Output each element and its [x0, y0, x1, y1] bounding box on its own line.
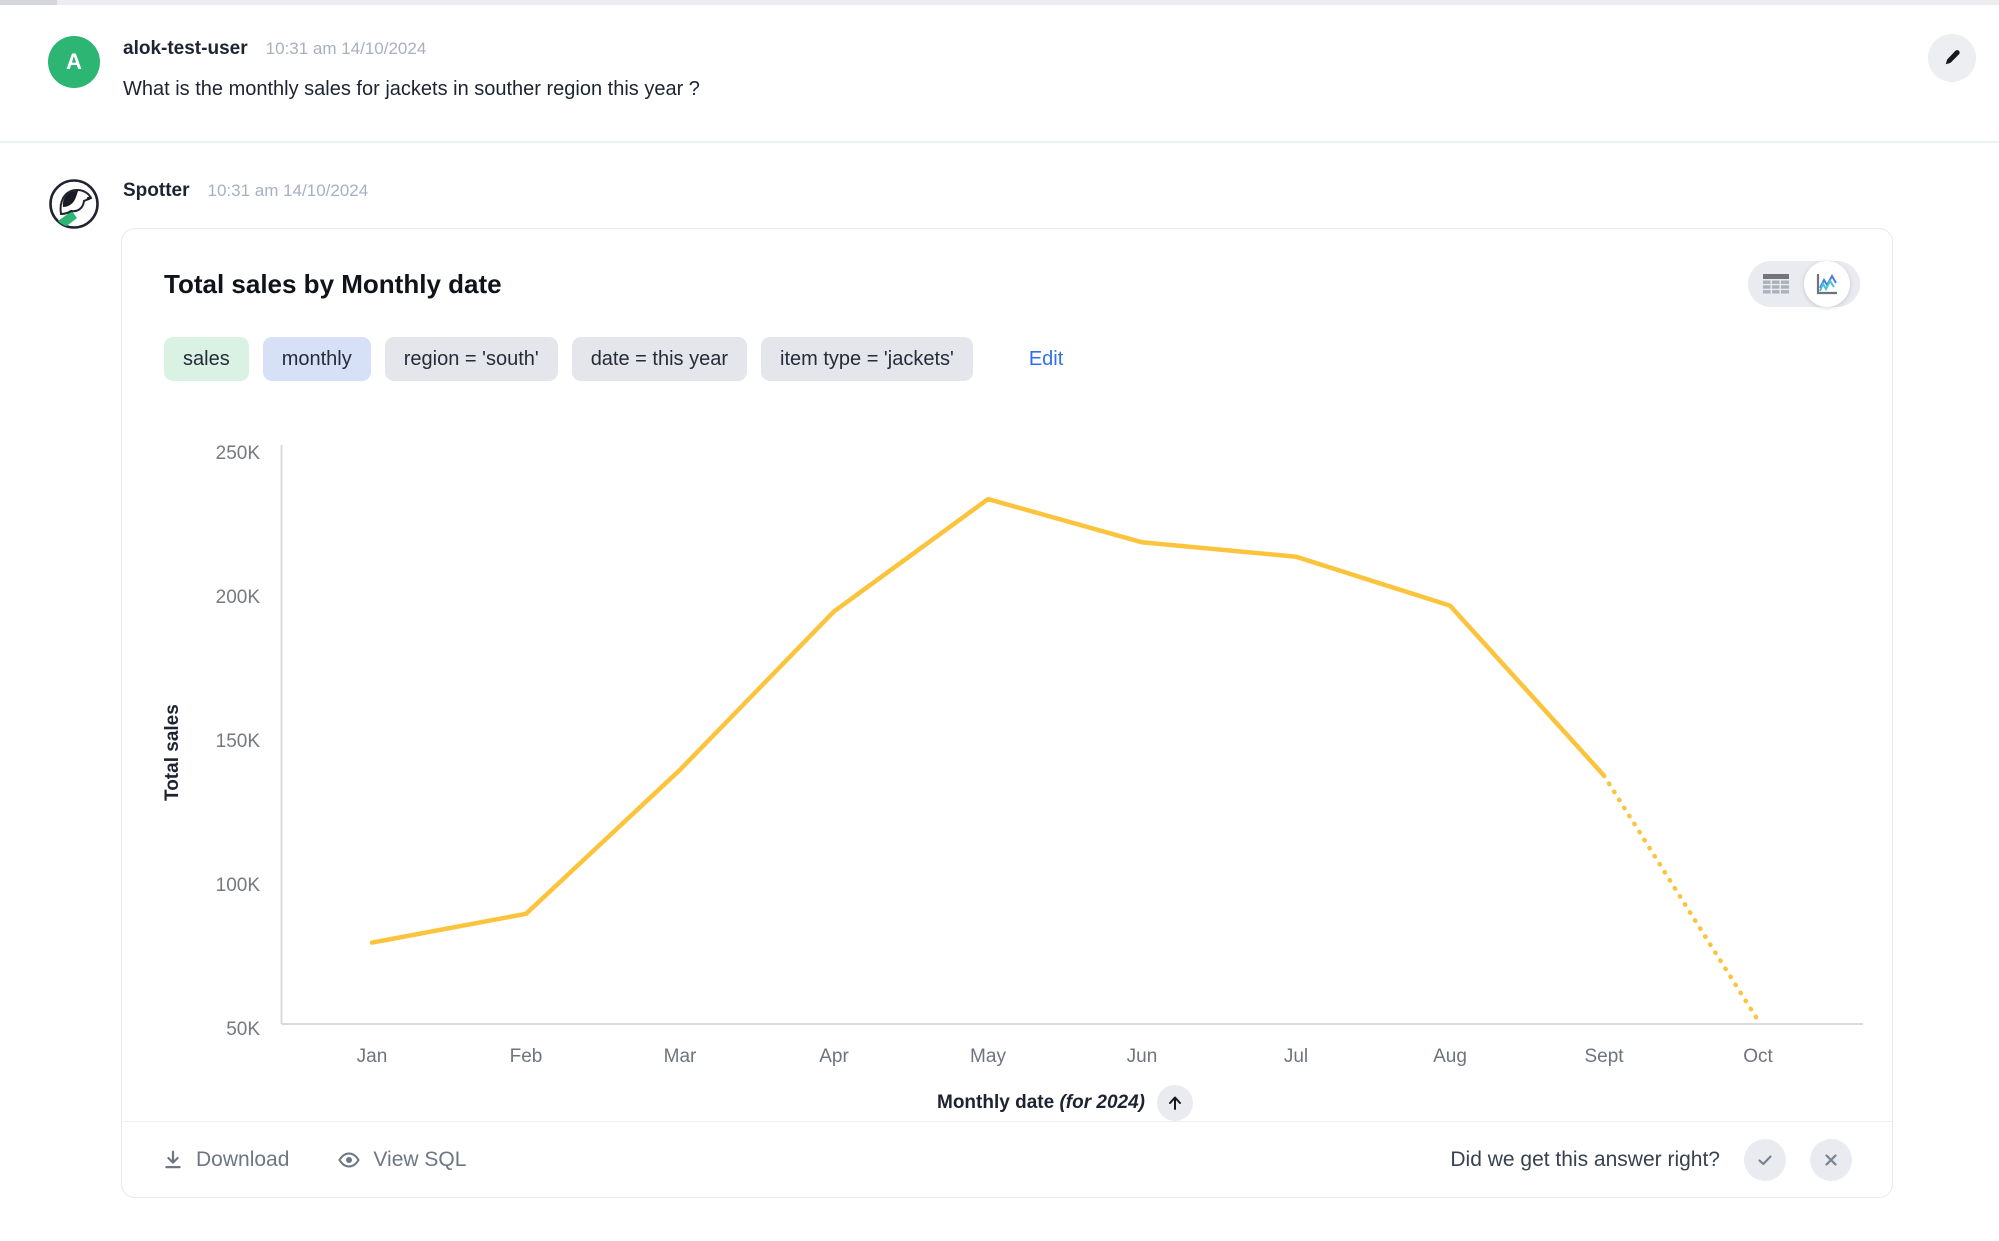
- user-timestamp: 10:31 am 14/10/2024: [265, 39, 427, 58]
- y-tick-label: 150K: [216, 731, 261, 752]
- answer-correct-button[interactable]: [1744, 1139, 1786, 1181]
- answer-footer: Download View SQL Did we get this answer…: [122, 1121, 1892, 1198]
- spotter-name: Spotter: [123, 180, 190, 201]
- chart-title: Total sales by Monthly date: [164, 269, 502, 299]
- view-sql-button[interactable]: View SQL: [337, 1148, 466, 1172]
- x-tick-label: Jul: [1284, 1046, 1308, 1067]
- eye-icon: [337, 1148, 361, 1172]
- arrow-up-icon: [1166, 1094, 1184, 1112]
- x-tick-label: Sept: [1584, 1046, 1624, 1067]
- x-tick-label: Jan: [357, 1046, 388, 1067]
- token-filter-region[interactable]: region = 'south': [384, 337, 558, 381]
- token-filter-item-type[interactable]: item type = 'jackets': [761, 337, 973, 381]
- view-toggle: [1748, 261, 1860, 307]
- y-tick-label: 200K: [216, 587, 261, 608]
- y-axis-title: Total sales: [162, 704, 183, 801]
- x-axis-title: Monthly date (for 2024): [937, 1092, 1145, 1113]
- pencil-icon: [1941, 47, 1963, 69]
- answer-card: Total sales by Monthly date: [121, 228, 1893, 1198]
- x-tick-label: Jun: [1127, 1046, 1158, 1067]
- line-chart-icon: [1814, 271, 1840, 297]
- token-bucket[interactable]: monthly: [262, 337, 371, 381]
- answer-wrong-button[interactable]: [1810, 1139, 1852, 1181]
- user-avatar: A: [48, 36, 100, 88]
- x-tick-label: May: [970, 1046, 1006, 1067]
- y-tick-label: 50K: [226, 1019, 260, 1040]
- x-axis-title-row: Monthly date (for 2024): [372, 1085, 1758, 1121]
- x-tick-label: Aug: [1433, 1046, 1467, 1067]
- sales-line-forecast-dotted[interactable]: [1601, 773, 1761, 1023]
- user-name: alok-test-user: [123, 38, 248, 59]
- section-divider: [0, 141, 1999, 143]
- check-icon: [1755, 1150, 1775, 1170]
- download-button[interactable]: Download: [162, 1148, 289, 1172]
- spotter-avatar: [48, 178, 100, 230]
- edit-question-button[interactable]: [1928, 34, 1976, 82]
- spotter-timestamp: 10:31 am 14/10/2024: [207, 181, 369, 200]
- x-tick-label: Feb: [510, 1046, 543, 1067]
- y-tick-label: 100K: [216, 875, 261, 896]
- edit-query-link[interactable]: Edit: [1028, 347, 1064, 370]
- top-divider-accent: [0, 0, 57, 5]
- table-view-button[interactable]: [1748, 261, 1804, 307]
- sort-ascending-button[interactable]: [1156, 1085, 1193, 1121]
- line-chart: 250K 200K 150K 100K 50K Total sales Jan Feb Mar A…: [122, 425, 1894, 1075]
- y-tick-label: 250K: [216, 443, 261, 464]
- x-tick-label: Mar: [664, 1046, 697, 1067]
- query-token-bar: sales monthly region = 'south' date = th…: [164, 337, 1063, 381]
- top-divider: [0, 0, 1999, 5]
- x-tick-label: Apr: [819, 1046, 849, 1067]
- chart-view-button[interactable]: [1804, 261, 1850, 307]
- close-icon: [1822, 1151, 1840, 1169]
- x-tick-label: Oct: [1743, 1046, 1773, 1067]
- feedback-prompt: Did we get this answer right?: [1450, 1148, 1720, 1171]
- token-filter-date[interactable]: date = this year: [571, 337, 747, 381]
- user-question: What is the monthly sales for jackets in…: [123, 78, 700, 100]
- table-icon: [1762, 272, 1790, 296]
- sales-line-solid[interactable]: [369, 496, 1607, 945]
- token-measure[interactable]: sales: [164, 337, 249, 381]
- download-icon: [162, 1149, 184, 1171]
